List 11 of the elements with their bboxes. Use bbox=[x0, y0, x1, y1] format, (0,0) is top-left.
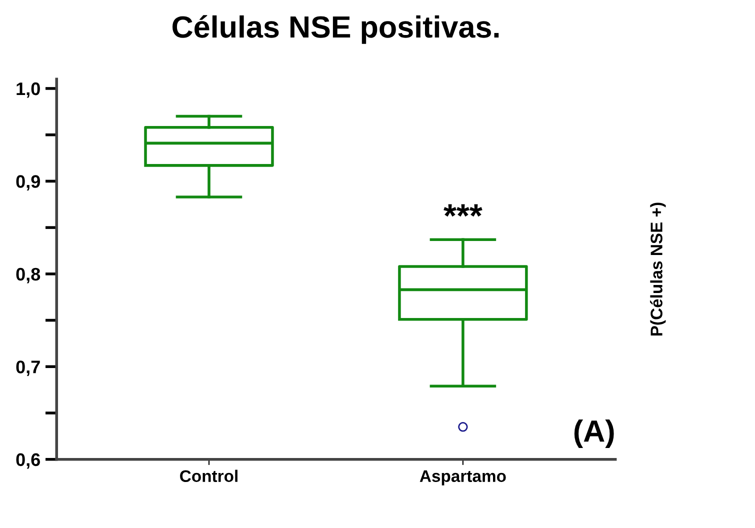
chart-title: Células NSE positivas. bbox=[172, 15, 499, 44]
x-tick-label: Control bbox=[180, 470, 238, 482]
annotation: *** bbox=[444, 204, 482, 217]
y-tick-label: 1,0 bbox=[16, 82, 40, 98]
y-tick-label: 0,9 bbox=[16, 175, 40, 191]
annotation: (A) bbox=[574, 419, 614, 448]
x-tick-label: Aspartamo bbox=[420, 470, 506, 486]
y-axis-title: P(Células NSE +) bbox=[650, 202, 666, 336]
y-tick-label: 0,8 bbox=[16, 268, 40, 284]
y-tick-label: 0,7 bbox=[16, 360, 40, 376]
y-tick-label: 0,6 bbox=[16, 453, 40, 469]
